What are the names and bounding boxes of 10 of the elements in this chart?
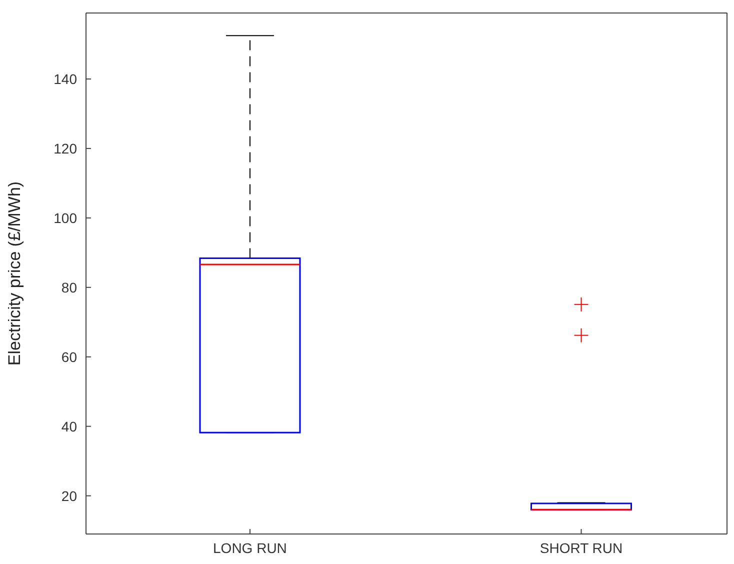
y-tick-label: 80 [61, 279, 78, 296]
x-tick-label: LONG RUN [213, 540, 287, 556]
y-tick-label: 20 [61, 488, 78, 504]
y-tick-label: 40 [61, 418, 78, 434]
y-tick-label: 60 [61, 348, 78, 365]
y-tick-label: 140 [54, 70, 78, 87]
x-tick-label: SHORT RUN [540, 540, 623, 556]
y-tick-label: 120 [54, 140, 78, 156]
y-axis-title: Electricity price (£/MWh) [5, 181, 24, 366]
y-tick-label: 100 [54, 210, 78, 226]
